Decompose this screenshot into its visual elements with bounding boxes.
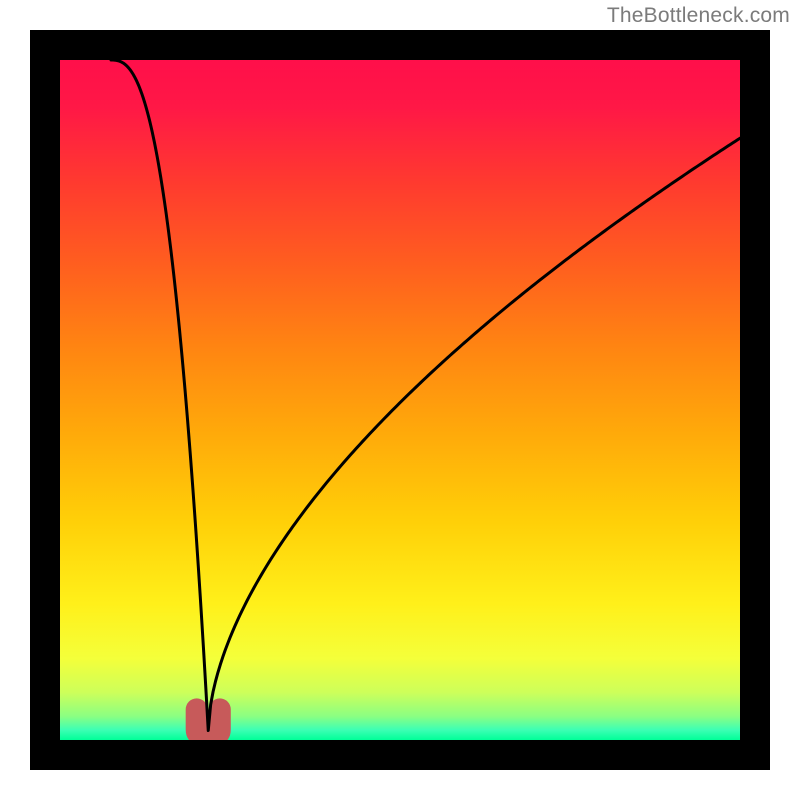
bottleneck-chart [0, 0, 800, 800]
watermark-text: TheBottleneck.com [607, 4, 790, 28]
heat-gradient [60, 60, 740, 740]
